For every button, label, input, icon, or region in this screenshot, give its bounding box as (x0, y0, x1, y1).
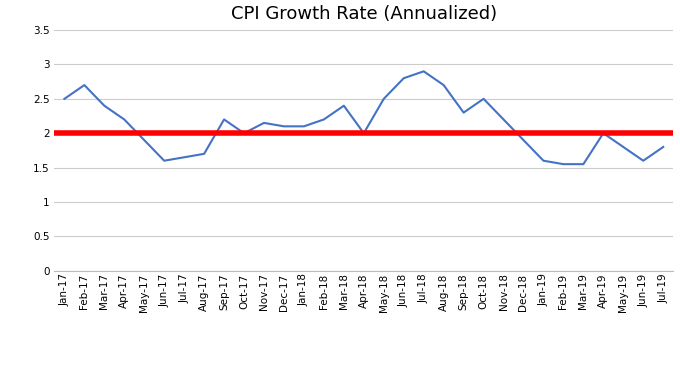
Title: CPI Growth Rate (Annualized): CPI Growth Rate (Annualized) (231, 5, 497, 23)
